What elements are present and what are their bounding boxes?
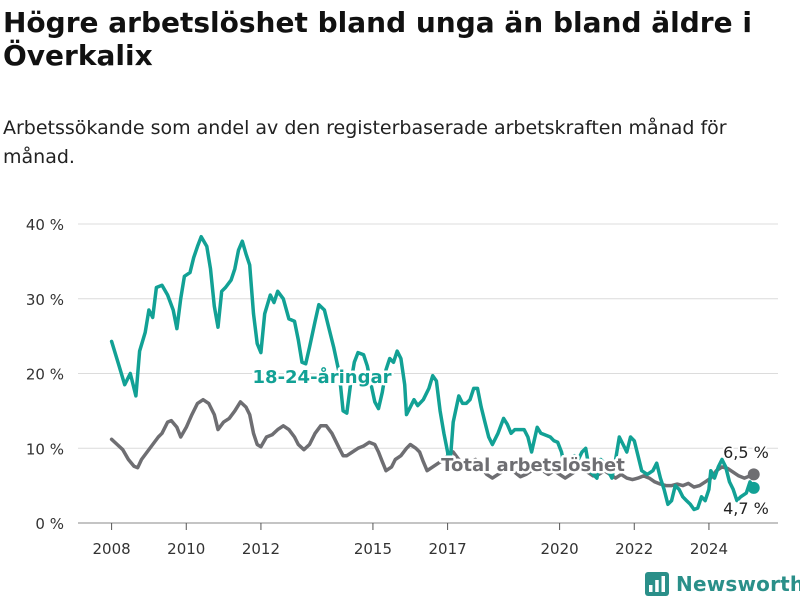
x-tick-label: 2015 <box>354 540 392 558</box>
series-line <box>109 234 756 512</box>
chart-title: Högre arbetslöshet bland unga än bland ä… <box>3 6 752 72</box>
series-end-value-label: 4,7 % <box>723 499 769 518</box>
y-axis-tick-labels: 0 % 10 % 20 % 30 % 40 % <box>26 216 64 533</box>
series-end-point <box>747 481 760 494</box>
y-tick-label: 10 % <box>26 440 64 458</box>
newsworthy-logo: Newsworthy <box>645 570 800 598</box>
x-axis-ticks: 2008 2010 2012 2015 2017 2020 2022 2024 <box>93 523 728 558</box>
series-end-value-label: 6,5 % <box>723 443 769 462</box>
y-tick-label: 20 % <box>26 366 64 384</box>
x-tick-label: 2020 <box>541 540 579 558</box>
y-tick-label: 40 % <box>26 216 64 234</box>
y-tick-label: 0 % <box>35 515 64 533</box>
x-tick-label: 2012 <box>242 540 280 558</box>
series-lines <box>109 234 760 512</box>
x-tick-label: 2017 <box>429 540 467 558</box>
series-name-label: 18-24-åringar <box>253 366 392 388</box>
x-tick-label: 2024 <box>690 540 728 558</box>
line-chart: 0 % 10 % 20 % 30 % 40 % 2008 2010 2012 2015 2017… <box>26 216 778 558</box>
x-tick-label: 2022 <box>615 540 653 558</box>
bar-chart-logo-icon <box>645 572 669 596</box>
x-tick-label: 2008 <box>93 540 131 558</box>
grid-lines <box>78 223 778 524</box>
series-end-point <box>747 468 760 481</box>
x-tick-label: 2010 <box>167 540 205 558</box>
logo-text: Newsworthy <box>676 572 800 596</box>
series-name-label: Total arbetslöshet <box>441 455 625 476</box>
y-tick-label: 30 % <box>26 291 64 309</box>
series-labels: 18-24-åringar Total arbetslöshet 6,5 % 4,7 … <box>250 364 771 521</box>
chart-subtitle: Arbetssökande som andel av den registerb… <box>3 117 727 168</box>
series-line <box>109 397 756 489</box>
